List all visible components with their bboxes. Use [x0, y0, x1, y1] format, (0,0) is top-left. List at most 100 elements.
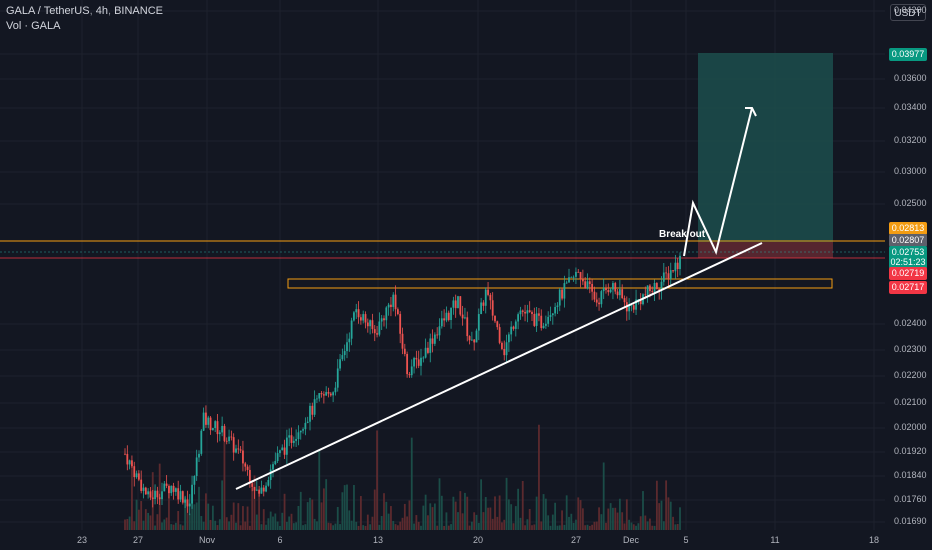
candle-body [408, 374, 411, 376]
volume-bar [320, 502, 323, 530]
volume-bar [133, 521, 136, 530]
candle-body [149, 491, 152, 498]
volume-bar [161, 522, 163, 530]
candle-body [373, 329, 376, 334]
volume-bar [501, 522, 503, 530]
volume-bar [491, 518, 494, 530]
volume-bar [660, 500, 663, 530]
candle-body [140, 479, 143, 491]
candle-body [369, 320, 372, 327]
volume-bar [563, 524, 566, 530]
candle-body [644, 294, 647, 296]
candle-body [618, 289, 621, 296]
volume-bar [605, 522, 607, 530]
volume-bar [172, 524, 175, 530]
volume-bar [336, 506, 339, 530]
volume-legend[interactable]: Vol · GALA [6, 20, 61, 32]
candle-body [507, 334, 510, 343]
volume-bar [295, 522, 298, 530]
price-axis-label: 0.03200 [894, 135, 927, 145]
volume-bar [565, 495, 568, 530]
currency-button[interactable]: USDT [890, 4, 926, 21]
volume-bar [482, 512, 485, 530]
volume-bar [216, 525, 219, 530]
candle-body [535, 313, 538, 326]
candle-body [177, 488, 180, 500]
candle-body [179, 491, 182, 500]
candle-body [461, 314, 464, 319]
volume-bar [353, 485, 355, 530]
symbol-title[interactable]: GALA / TetherUS, 4h, BINANCE [6, 5, 163, 17]
candle-body [216, 421, 219, 435]
candle-body [628, 305, 631, 312]
candle-body [267, 479, 270, 486]
candle-body [295, 438, 298, 441]
volume-bar [586, 524, 589, 530]
volume-bar [600, 514, 603, 530]
volume-bar [366, 514, 369, 530]
candles [124, 252, 681, 516]
candle-body [232, 437, 235, 453]
time-axis-label: 23 [76, 535, 88, 545]
candle-body [403, 348, 406, 354]
volume-bar [297, 505, 300, 530]
candle-body [558, 289, 561, 306]
candle-body [503, 348, 506, 356]
candle-body [221, 425, 224, 433]
volume-bar [260, 524, 263, 530]
volume-bar [436, 525, 439, 530]
exchange: BINANCE [114, 5, 163, 17]
volume-bar [135, 499, 138, 530]
volume-bar [512, 523, 515, 530]
candle-body [135, 473, 138, 478]
candle-body [168, 485, 170, 494]
candle-body [447, 312, 450, 320]
candle-body [276, 453, 279, 462]
volume-bar [205, 493, 207, 530]
volume-bar [575, 519, 577, 530]
candle-body [394, 294, 397, 310]
candle-body [242, 450, 244, 464]
volume-bar [124, 519, 126, 530]
volume-bar [593, 521, 596, 530]
candle-body [607, 290, 610, 293]
volume-bar [299, 491, 302, 530]
volume-bar [184, 497, 187, 530]
volume-bar [457, 512, 459, 530]
price-tag: 0.02717 [889, 281, 927, 294]
volume-bar [646, 521, 649, 530]
candle-body [225, 440, 228, 442]
volume-bar [521, 480, 524, 530]
candle-body [318, 393, 321, 399]
price-axis-label: 0.01920 [894, 446, 927, 456]
volume-bar [237, 503, 240, 530]
candle-body [623, 298, 626, 303]
volume-bar [528, 508, 531, 530]
candle-body [281, 447, 284, 451]
volume-bar [554, 502, 557, 530]
volume-bar [387, 513, 390, 530]
candle-body [667, 273, 670, 280]
volume-bar [311, 499, 314, 530]
candle-body [584, 281, 587, 289]
candle-body [452, 300, 455, 308]
volume-bar [364, 525, 367, 530]
time-axis-label: 20 [472, 535, 484, 545]
volume-bar [357, 525, 360, 530]
candle-body [556, 305, 559, 307]
candle-body [202, 412, 205, 431]
candle-body [144, 487, 147, 495]
candle-body [313, 399, 316, 415]
candle-body [137, 473, 140, 480]
candle-body [679, 255, 681, 270]
candle-body [674, 262, 677, 272]
volume-bar [639, 516, 642, 530]
candle-body [491, 300, 494, 316]
candle-body [341, 355, 344, 360]
volume-bar [496, 516, 499, 530]
candle-body [517, 314, 520, 322]
candle-body [662, 272, 665, 282]
candle-body [542, 325, 545, 329]
candle-body [274, 461, 277, 465]
